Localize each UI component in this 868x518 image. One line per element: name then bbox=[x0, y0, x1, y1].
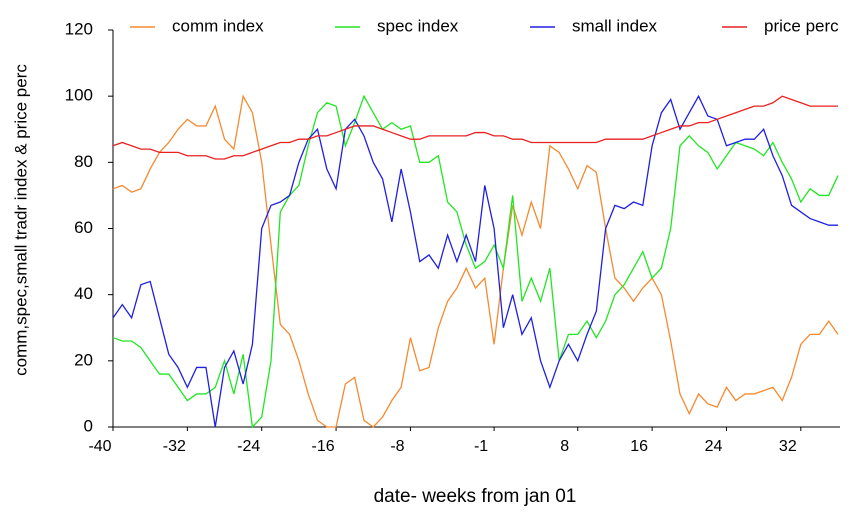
x-tick-label: -40 bbox=[88, 438, 111, 455]
legend-label: comm index bbox=[172, 16, 264, 35]
y-tick-label: 120 bbox=[65, 19, 93, 38]
x-tick-label: 16 bbox=[630, 438, 648, 455]
x-axis-label: date- weeks from jan 01 bbox=[374, 486, 577, 507]
series-line bbox=[112, 94, 838, 428]
legend-label: spec index bbox=[377, 16, 459, 35]
y-tick-label: 60 bbox=[74, 218, 93, 237]
legend-label: small index bbox=[572, 16, 658, 35]
y-tick-label: 0 bbox=[84, 416, 93, 435]
y-axis-label: comm,spec,small tradr index & price perc bbox=[11, 64, 30, 376]
legend-label: price perc bbox=[764, 16, 839, 35]
x-tick-label: -32 bbox=[163, 438, 186, 455]
x-tick-label: -24 bbox=[237, 438, 260, 455]
x-tick-label: 24 bbox=[705, 438, 723, 455]
x-tick-label: -8 bbox=[390, 438, 404, 455]
x-tick-label: 8 bbox=[560, 438, 569, 455]
x-tick-label: -1 bbox=[474, 438, 488, 455]
series-line bbox=[112, 94, 839, 428]
y-tick-label: 40 bbox=[74, 284, 93, 303]
x-tick-label: -16 bbox=[312, 438, 335, 455]
y-tick-label: 20 bbox=[74, 350, 93, 369]
x-tick-label: 32 bbox=[779, 438, 797, 455]
series-line bbox=[112, 94, 839, 429]
y-tick-label: 100 bbox=[65, 86, 93, 105]
y-tick-label: 80 bbox=[74, 152, 93, 171]
series-line bbox=[112, 95, 838, 160]
